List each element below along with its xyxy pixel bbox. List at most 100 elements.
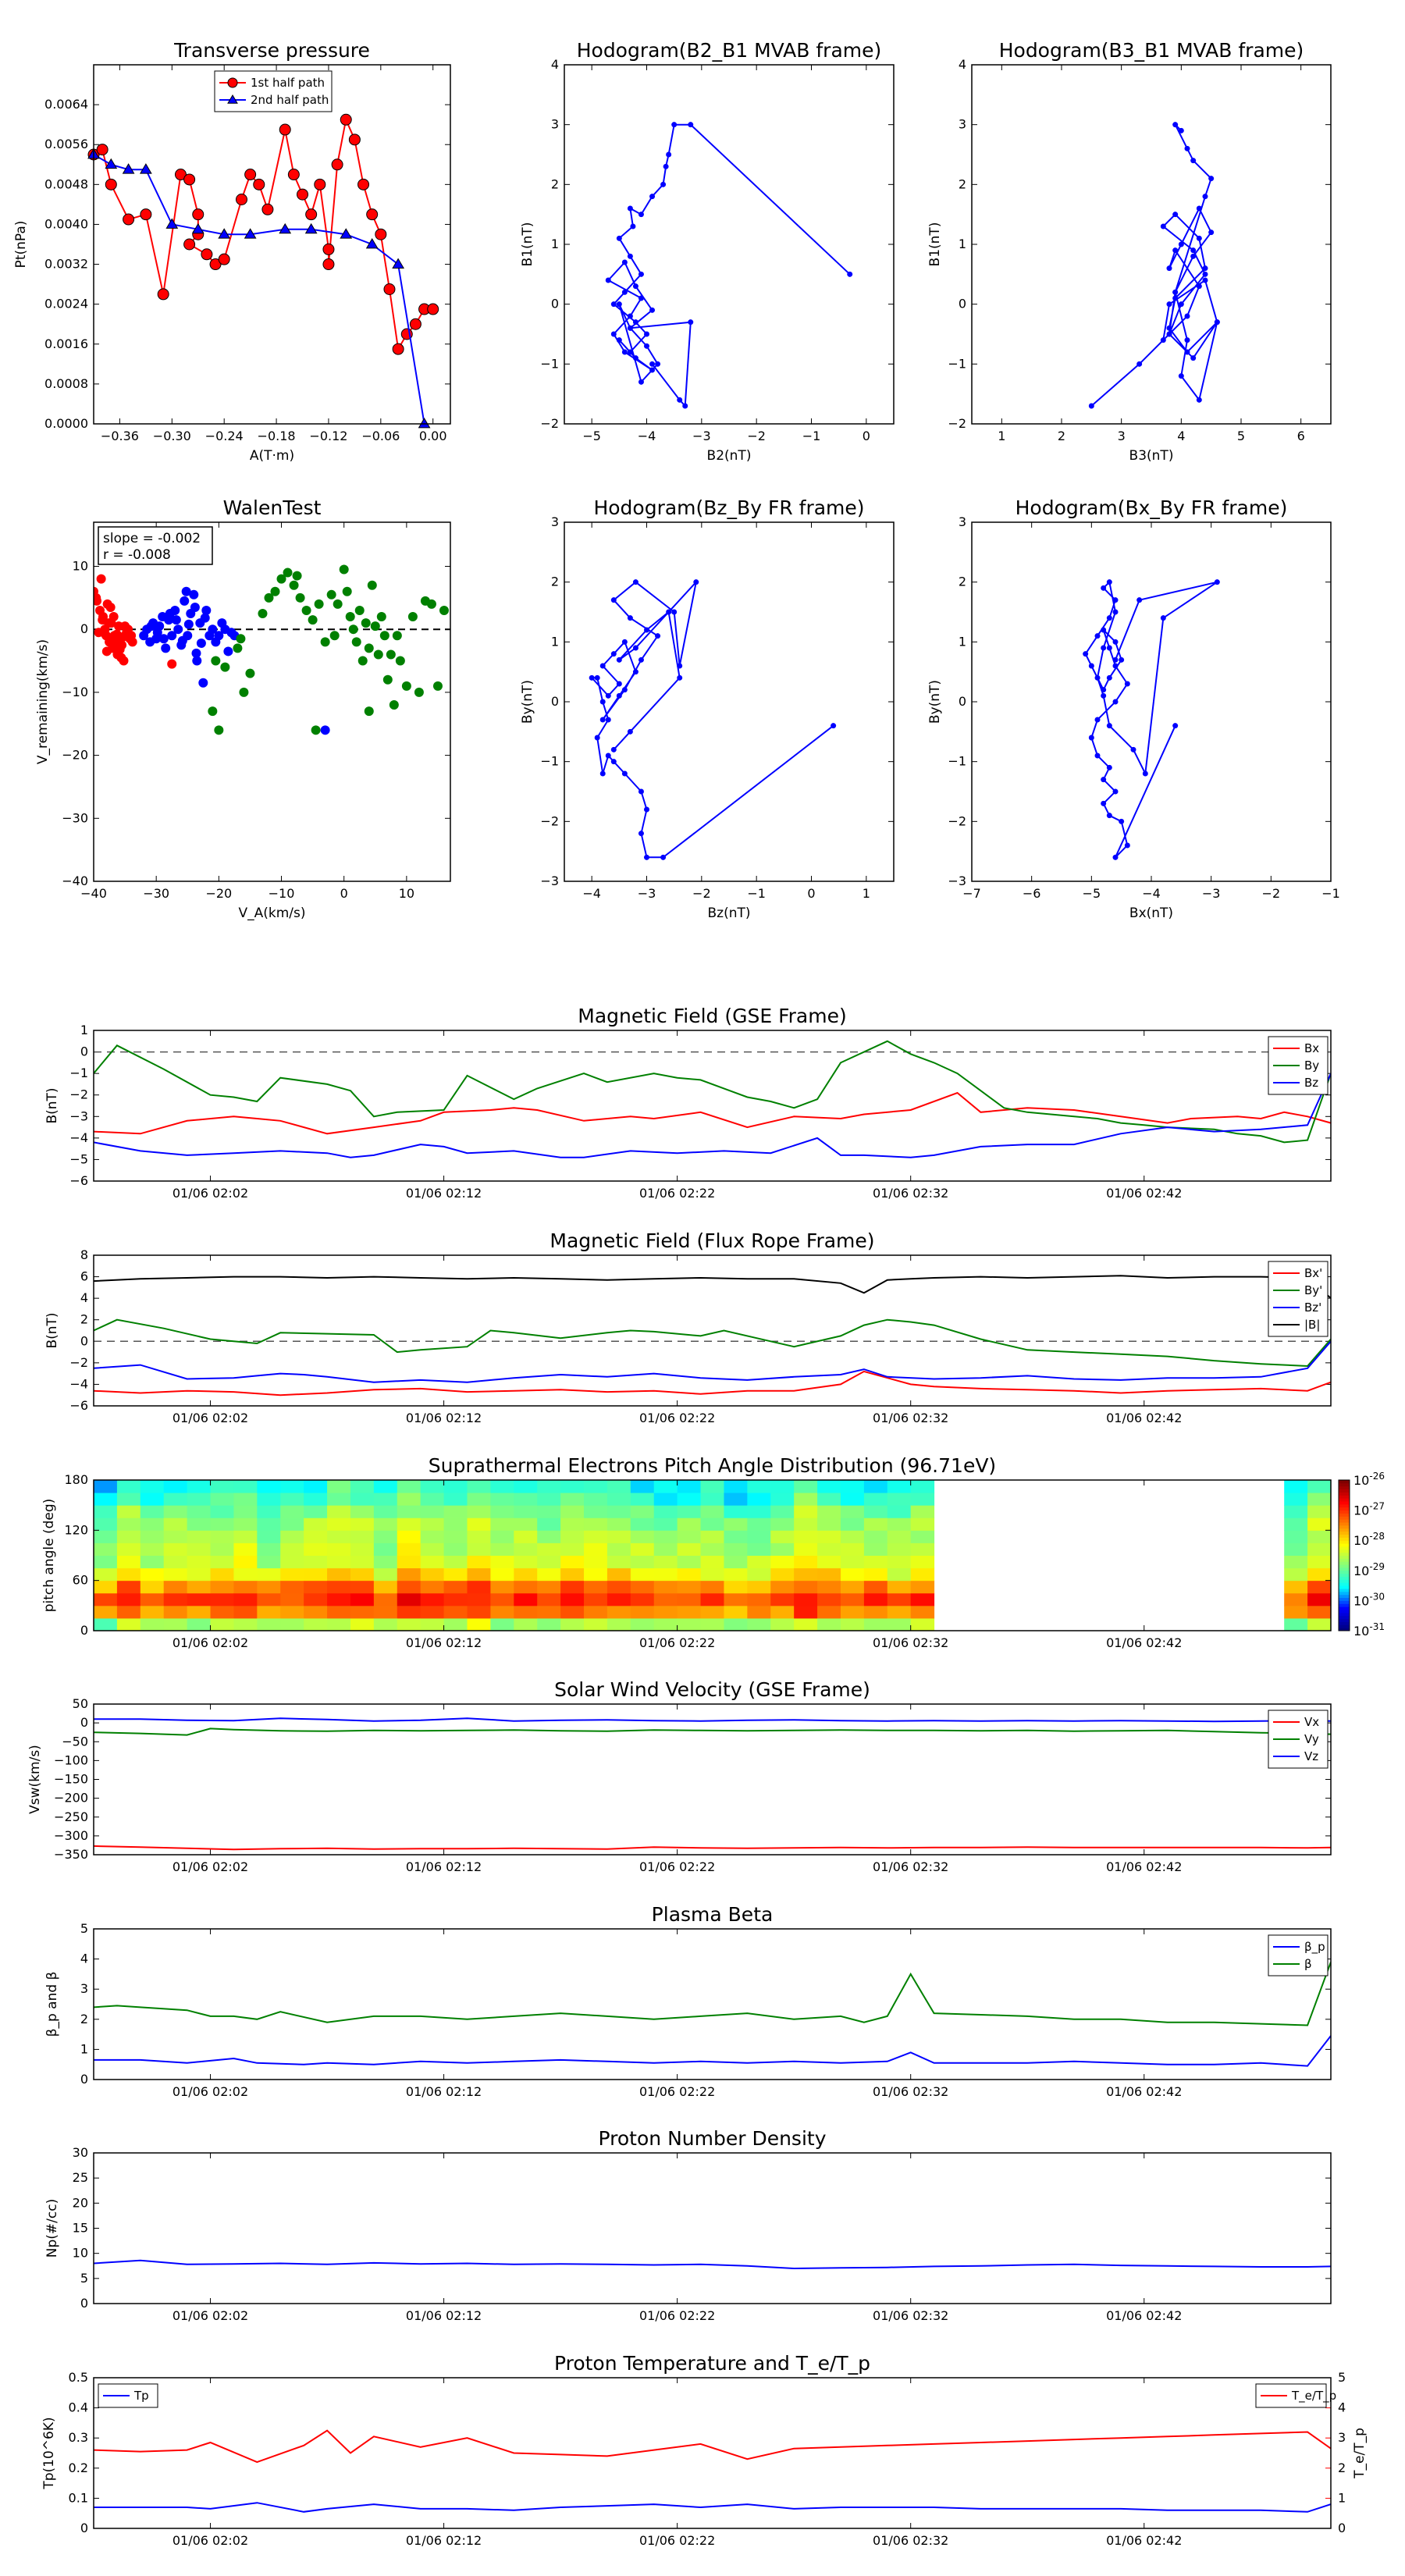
walen-point <box>357 656 368 666</box>
heatmap-cell <box>817 1517 841 1531</box>
chart-title: Hodogram(Bz_By FR frame) <box>593 496 864 519</box>
heatmap-cell <box>420 1592 445 1606</box>
heatmap-cell <box>560 1530 585 1543</box>
walen-point <box>348 624 358 635</box>
chart-title: Transverse pressure <box>173 39 370 62</box>
hodogram-point <box>1166 325 1172 331</box>
heatmap-cell <box>257 1480 281 1493</box>
heatmap-cell <box>1307 1555 1331 1569</box>
heatmap-cell <box>863 1605 888 1619</box>
heatmap-cell <box>280 1542 304 1556</box>
colorbar-segment <box>1339 1525 1350 1529</box>
heatmap-cell <box>443 1493 468 1506</box>
heatmap-cell <box>677 1505 702 1518</box>
y-tick-label: 1 <box>80 2041 88 2056</box>
hodogram-point <box>632 319 638 326</box>
colorbar-segment <box>1339 1522 1350 1526</box>
hodogram-point <box>627 253 633 259</box>
walen-point <box>104 618 114 628</box>
hodogram-point <box>1178 241 1184 247</box>
walen-point <box>105 602 116 612</box>
heatmap-cell <box>724 1493 748 1506</box>
hodogram-point <box>1166 265 1172 272</box>
walen-point <box>146 621 156 632</box>
heatmap-cell <box>817 1580 841 1594</box>
x-tick-label: 3 <box>1118 429 1126 443</box>
hodogram-point <box>1190 247 1197 254</box>
hodogram-point <box>632 645 638 651</box>
series-line- <box>94 2259 1331 2270</box>
chart-title: Hodogram(Bx_By FR frame) <box>1016 496 1288 519</box>
y-tick-label: 3 <box>80 1981 88 1996</box>
y-axis-label: Tp(10^6K) <box>41 2417 57 2489</box>
x-tick-label: −30 <box>143 886 169 901</box>
colorbar-segment <box>1339 1543 1350 1547</box>
hodogram-point <box>688 122 694 128</box>
heatmap-cell <box>910 1493 935 1506</box>
heatmap-cell <box>910 1530 935 1543</box>
colorbar-exponent: -28 <box>1369 1531 1385 1542</box>
heatmap-cell <box>700 1555 724 1569</box>
x-tick-label: 0.00 <box>419 429 447 443</box>
heatmap-cell <box>490 1605 514 1619</box>
hodogram-point <box>831 723 837 729</box>
heatmap-cell <box>537 1542 561 1556</box>
hodogram-point <box>1172 247 1179 254</box>
heatmap-cell <box>304 1555 328 1569</box>
y-axis-label: B(nT) <box>44 1087 60 1123</box>
timeseries-beta: Plasma Beta 01/06 02:02 01/06 02:12 01/06 0… <box>44 1903 1332 2099</box>
x-tick-label: 01/06 02:42 <box>1106 2308 1182 2323</box>
heatmap-cell <box>490 1617 514 1631</box>
walen-point <box>214 631 224 641</box>
y-tick-label: 60 <box>73 1573 88 1588</box>
heatmap-cell <box>840 1555 865 1569</box>
heatmap-cell <box>887 1480 912 1493</box>
heatmap-cell <box>794 1580 818 1594</box>
heatmap-cell <box>140 1517 165 1531</box>
y-axis-label: B1(nT) <box>927 222 943 267</box>
colorbar-segment <box>1339 1615 1350 1620</box>
heatmap-cell <box>257 1530 281 1543</box>
legend: Vx Vy Vz <box>1268 1710 1329 1769</box>
y-tick-label: −1 <box>69 1066 88 1080</box>
heatmap-cell <box>840 1592 865 1606</box>
hodogram-point <box>1178 127 1184 133</box>
x-tick-label: 01/06 02:22 <box>639 2308 715 2323</box>
heatmap-cell <box>210 1567 234 1582</box>
colorbar-segment <box>1339 1540 1350 1544</box>
heatmap-cell <box>606 1617 631 1631</box>
colorbar-segment <box>1339 1606 1350 1610</box>
heatmap-cell <box>187 1555 212 1569</box>
heatmap-cell <box>350 1567 375 1582</box>
y-tick-label: 0 <box>80 2072 88 2087</box>
heatmap-cell <box>1284 1505 1308 1518</box>
heatmap-cell <box>467 1605 491 1619</box>
data-point <box>123 213 135 226</box>
heatmap-cell <box>140 1480 165 1493</box>
heatmap-cell <box>910 1517 935 1531</box>
heatmap-cell <box>584 1592 608 1606</box>
heatmap-cell <box>747 1542 771 1556</box>
walen-point <box>208 624 218 635</box>
heatmap-cell <box>887 1505 912 1518</box>
hodogram-point <box>1184 313 1190 319</box>
walen-point <box>432 681 443 691</box>
hodogram-point <box>1214 319 1220 326</box>
x-tick-label: −3 <box>1202 886 1221 901</box>
heatmap-cell <box>116 1530 141 1543</box>
plot-frame <box>93 1928 1332 2080</box>
heatmap-cell <box>94 1592 118 1606</box>
heatmap-cell <box>770 1580 795 1594</box>
heatmap-cell <box>350 1493 375 1506</box>
heatmap-cell <box>257 1580 281 1594</box>
hodogram-point <box>1094 674 1101 681</box>
plot-frame <box>93 1703 1332 1856</box>
heatmap-cell <box>304 1505 328 1518</box>
heatmap-cell <box>653 1493 678 1506</box>
colorbar-segment <box>1339 1552 1350 1556</box>
plot-frame <box>93 2152 1332 2304</box>
y-tick-label: 0.3 <box>69 2430 88 2445</box>
y-tick-label: 4 <box>80 1952 88 1966</box>
heatmap-cell <box>490 1480 514 1493</box>
heatmap-cell <box>94 1580 118 1594</box>
